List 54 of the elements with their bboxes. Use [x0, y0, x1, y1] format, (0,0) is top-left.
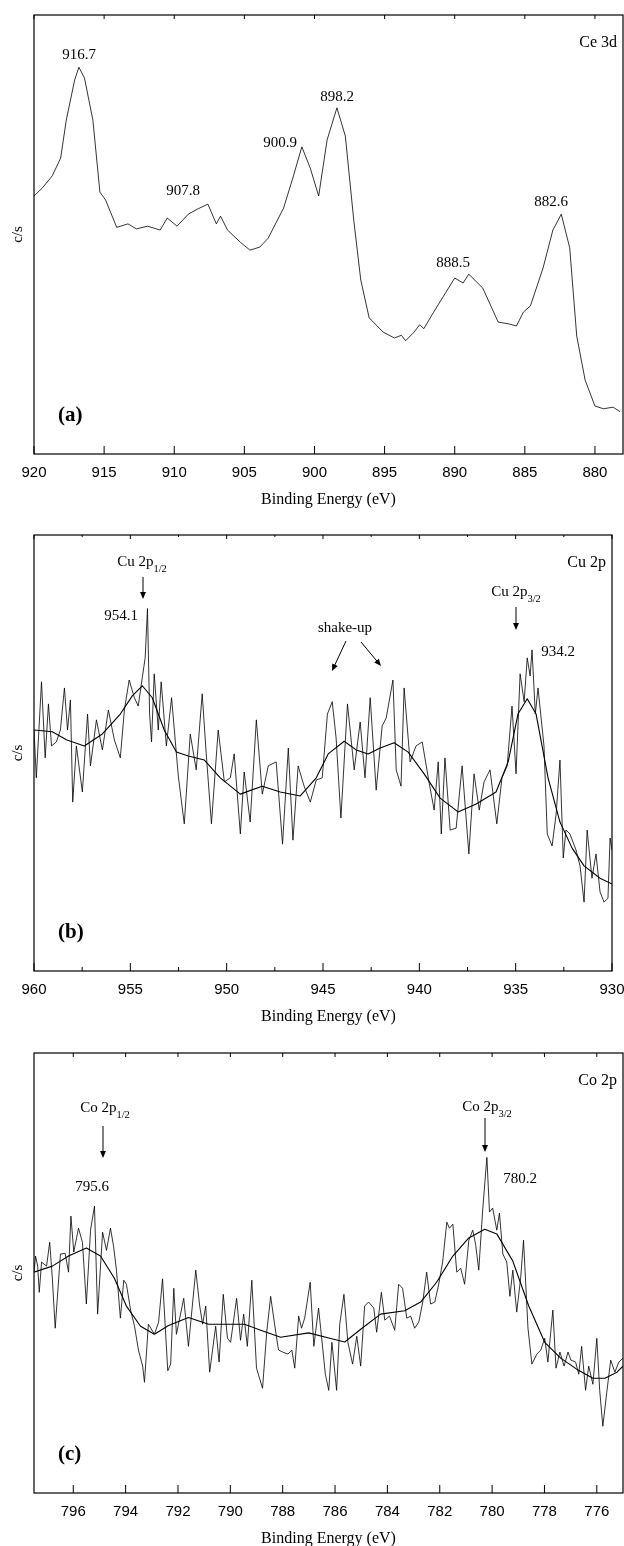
x-tick-label: 905 [231, 463, 257, 480]
x-tick-label: 910 [161, 463, 187, 480]
annotation: 934.2 [541, 643, 575, 659]
x-tick-label: 792 [165, 1502, 191, 1519]
annotation: 882.6 [534, 193, 569, 209]
text: 916.7 [62, 46, 97, 62]
x-tick-label: 796 [60, 1502, 86, 1519]
text: Co 2p [578, 1071, 617, 1089]
x-tick-label: 955 [117, 980, 143, 997]
x-tick-label: 950 [214, 980, 240, 997]
annotation: 954.1 [104, 607, 138, 623]
x-tick-label: 780 [479, 1502, 505, 1519]
x-tick-label: 778 [531, 1502, 557, 1519]
x-tick-label: 794 [113, 1502, 139, 1519]
x-tick-label: 776 [584, 1502, 610, 1519]
x-tick-label: 790 [217, 1502, 243, 1519]
x-tick-label: 786 [322, 1502, 348, 1519]
x-tick-label: 885 [512, 463, 538, 480]
y-axis-title: c/s [9, 744, 25, 762]
text: Cu 2p$_{3/2}$ [491, 583, 541, 604]
x-tick-label: 880 [582, 463, 608, 480]
x-tick-label: 788 [270, 1502, 296, 1519]
x-tick-label: 782 [427, 1502, 453, 1519]
x-axis-title: Binding Energy (eV) [261, 1529, 396, 1546]
text: Cu 2p [567, 553, 606, 571]
x-tick-label: 784 [374, 1502, 400, 1519]
annotation: 780.2 [503, 1170, 537, 1186]
text: Cu 2p$_{1/2}$ [117, 553, 167, 574]
x-tick-label: 930 [599, 980, 624, 997]
annotation: (b) [58, 919, 84, 943]
x-axis-title: Binding Energy (eV) [261, 490, 396, 508]
x-tick-label: 945 [310, 980, 336, 997]
x-tick-label: 960 [21, 980, 47, 997]
text: Co 2p$_{3/2}$ [462, 1098, 512, 1119]
annotation: 888.5 [436, 254, 470, 270]
y-axis-title: c/s [9, 226, 25, 243]
annotation: 898.2 [320, 88, 354, 104]
x-tick-label: 915 [91, 463, 117, 480]
x-tick-label: 890 [442, 463, 468, 480]
annotation: (a) [58, 402, 83, 426]
x-axis-title: Binding Energy (eV) [261, 1007, 396, 1025]
annotation: (c) [58, 1441, 82, 1465]
x-tick-label: 935 [503, 980, 529, 997]
annotation: 907.8 [166, 182, 200, 198]
x-tick-label: 940 [406, 980, 432, 997]
x-tick-label: 895 [372, 463, 398, 480]
y-axis-title: c/s [9, 1264, 25, 1282]
annotation: 795.6 [75, 1178, 110, 1194]
annotation: shake-up [317, 619, 373, 635]
text: Ce 3d [579, 33, 617, 50]
x-tick-label: 900 [301, 463, 327, 480]
annotation: 900.9 [263, 134, 297, 150]
text: Co 2p$_{1/2}$ [80, 1099, 130, 1120]
x-tick-label: 920 [21, 463, 47, 480]
